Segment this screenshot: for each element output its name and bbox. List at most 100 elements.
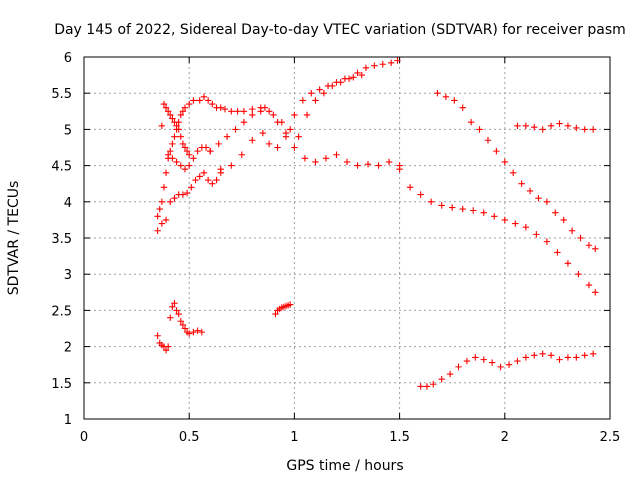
data-point: [543, 238, 551, 245]
data-point: [514, 357, 521, 365]
data-point: [552, 209, 559, 216]
data-point: [476, 126, 483, 133]
series-sat-b: [158, 100, 193, 158]
data-point: [196, 173, 203, 180]
data-point: [446, 370, 454, 378]
series-sat-e: [196, 93, 403, 169]
data-point: [387, 59, 395, 66]
data-point: [364, 160, 372, 168]
data-point: [427, 198, 435, 205]
data-point: [449, 204, 456, 211]
y-tick-label: 1.5: [51, 377, 72, 392]
data-point: [459, 104, 466, 111]
data-point: [301, 155, 309, 162]
data-point: [167, 147, 174, 155]
data-point: [501, 216, 508, 224]
data-point: [261, 104, 269, 111]
data-point: [592, 245, 599, 253]
data-point: [179, 321, 187, 329]
data-point: [333, 79, 340, 86]
data-point: [209, 100, 216, 108]
data-point: [179, 108, 187, 115]
data-point: [217, 166, 224, 173]
data-point: [154, 332, 161, 339]
data-point: [547, 122, 555, 129]
data-point: [581, 352, 588, 359]
data-point: [177, 111, 184, 119]
data-point: [333, 151, 340, 158]
chart-title: Day 145 of 2022, Sidereal Day-to-day VTE…: [54, 22, 626, 38]
data-point: [217, 104, 224, 111]
y-tick-label: 4: [64, 196, 72, 211]
x-tick-label: 1: [290, 430, 298, 445]
data-point: [173, 158, 180, 166]
y-tick-label: 5.5: [51, 87, 72, 102]
data-point: [451, 97, 458, 104]
data-point: [354, 69, 361, 77]
data-point: [396, 166, 403, 173]
series-sat-a: [154, 97, 197, 220]
data-point: [181, 144, 189, 151]
data-point: [188, 184, 195, 191]
data-point: [177, 162, 184, 169]
data-point: [573, 124, 580, 132]
x-tick-label: 2.5: [600, 430, 621, 445]
data-point: [183, 147, 191, 155]
data-point: [539, 350, 546, 358]
data-point: [162, 169, 170, 177]
data-point: [394, 57, 401, 64]
data-point: [164, 343, 172, 350]
y-axis-label: SDTVAR / TECUs: [6, 181, 22, 296]
data-point: [564, 260, 572, 267]
series-sat-h: [217, 71, 365, 173]
data-point: [240, 118, 248, 126]
data-point: [200, 169, 208, 177]
data-point: [316, 86, 323, 93]
data-point: [179, 140, 187, 148]
data-point: [158, 198, 166, 205]
data-point: [322, 155, 330, 162]
data-point: [186, 100, 193, 108]
data-point: [531, 124, 538, 131]
data-point: [213, 176, 220, 184]
data-point: [467, 118, 475, 126]
data-point: [181, 325, 189, 332]
data-point: [406, 184, 414, 191]
data-point: [375, 162, 382, 169]
data-point: [573, 354, 580, 361]
data-point: [547, 352, 555, 359]
data-point: [190, 97, 197, 104]
data-point: [169, 140, 176, 148]
data-point: [564, 122, 572, 129]
data-point: [200, 93, 208, 101]
data-point: [162, 347, 170, 354]
series-sat-m: [417, 350, 597, 390]
data-point: [282, 129, 290, 137]
data-point: [215, 140, 222, 148]
data-point: [423, 383, 431, 390]
data-point: [324, 82, 332, 90]
data-point: [194, 147, 201, 155]
data-point: [493, 147, 500, 155]
data-point: [158, 122, 166, 129]
data-point: [308, 90, 315, 97]
series-sat-l: [272, 301, 294, 318]
data-point: [167, 314, 174, 321]
data-point: [171, 118, 178, 126]
data-point: [480, 209, 487, 216]
data-point: [265, 108, 273, 115]
data-point: [156, 205, 163, 213]
data-point: [158, 220, 166, 227]
data-point: [171, 194, 178, 202]
data-point: [160, 184, 168, 191]
series-sat-i: [434, 90, 599, 253]
data-point: [175, 310, 182, 318]
data-point: [194, 327, 201, 334]
data-point: [379, 61, 386, 68]
data-point: [556, 120, 563, 127]
data-point: [470, 207, 477, 214]
data-point: [535, 194, 542, 202]
data-point: [169, 155, 176, 162]
data-point: [164, 108, 172, 115]
